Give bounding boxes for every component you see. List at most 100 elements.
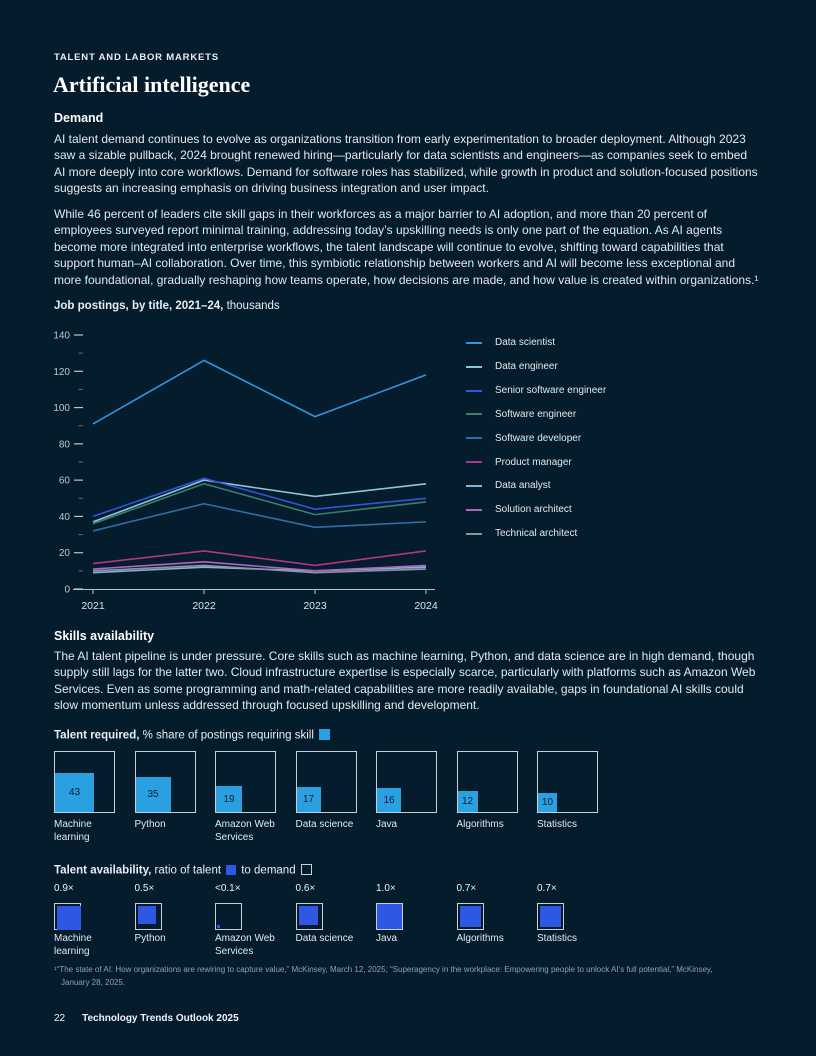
skill-label: Data science (295, 933, 354, 944)
report-title: Technology Trends Outlook 2025 (82, 1013, 239, 1024)
legend-label: Software engineer (495, 408, 577, 420)
page-footer: 22 Technology Trends Outlook 2025 (54, 1013, 239, 1024)
skills-heading: Skills availability (54, 629, 155, 643)
talent-required-header-bold: Talent required, (54, 729, 140, 742)
series-line-solution-architect (92, 560, 427, 572)
skill-label: Machine learning (54, 819, 92, 843)
x-axis-label: 2024 (414, 600, 438, 612)
required-box: 16 (376, 751, 437, 813)
legend-label: Data analyst (495, 480, 551, 492)
skill-label: Amazon Web Services (215, 933, 275, 957)
required-box: 10 (537, 751, 598, 813)
y-axis-label: 60 (59, 476, 71, 487)
required-value: 16 (383, 794, 395, 806)
required-skill-chart: 10 Statistics (537, 751, 617, 832)
demand-box (537, 903, 564, 930)
legend-swatch-icon (466, 461, 482, 464)
legend-swatch-icon (466, 532, 482, 535)
series-line-software-developer (92, 502, 427, 532)
required-bar: 35 (135, 777, 171, 812)
demand-box (215, 903, 242, 930)
required-value: 43 (68, 787, 81, 798)
page-title: Artificial intelligence (53, 72, 251, 97)
talent-availability-header-mid: ratio of talent (151, 864, 222, 877)
required-bar: 10 (538, 793, 557, 812)
availability-skill-chart: 0.6× Data science (295, 883, 376, 946)
legend-swatch-icon (466, 484, 482, 487)
legend-item: Software engineer (466, 403, 606, 427)
job-postings-line-chart: 0 20 40 60 80 100 120 140 2021 2022 2023 2024 (53, 331, 438, 613)
availability-ratio-label: 0.6× (295, 883, 316, 894)
skill-label: Java (376, 819, 398, 830)
legend-label: Product manager (495, 456, 572, 468)
legend-swatch-icon (466, 341, 482, 344)
series-line-product-manager (92, 550, 427, 567)
availability-skill-chart: <0.1× Amazon Web Services (215, 883, 295, 958)
demand-paragraph-1: AI talent demand continues to evolve as … (54, 132, 758, 196)
talent-square (459, 906, 481, 927)
talent-required-header: Talent required, % share of postings req… (54, 729, 332, 742)
legend-swatch-icon (466, 437, 482, 440)
required-skill-chart: 19 Amazon Web Services (215, 751, 295, 844)
availability-skill-chart: 0.7× Algorithms (456, 883, 537, 946)
legend-item: Product manager (466, 450, 606, 474)
legend-item: Data scientist (466, 331, 606, 355)
legend-item: Software developer (466, 426, 606, 450)
skill-label: Python (134, 933, 166, 944)
skill-label: Algorithms (456, 819, 504, 830)
demand-box (456, 903, 484, 930)
demand-box (134, 903, 162, 930)
availability-skill-chart: 1.0× Java (376, 883, 456, 946)
legend-label: Senior software engineer (495, 385, 607, 397)
y-axis-label: 80 (59, 439, 71, 450)
required-box: 12 (456, 751, 518, 813)
line-chart-title-units: thousands (223, 300, 280, 312)
talent-square-legend-icon (226, 865, 237, 875)
required-bar: 12 (457, 791, 478, 812)
availability-skill-chart: 0.5× Python (134, 883, 215, 946)
legend-label: Technical architect (495, 528, 578, 540)
talent-availability-header-bold: Talent availability, (54, 864, 152, 877)
section-eyebrow: TALENT AND LABOR MARKETS (54, 52, 219, 63)
x-axis-label: 2021 (81, 600, 105, 612)
required-value: 12 (461, 796, 474, 807)
y-axis-label: 120 (53, 367, 70, 378)
line-chart-title-bold: Job postings, by title, 2021–24, (54, 300, 224, 312)
skill-label: Machine learning (54, 933, 92, 957)
page-number: 22 (54, 1013, 66, 1024)
talent-availability-chart-row: 0.9× Machine learning 0.5× Python <0.1× Amazo… (54, 883, 762, 963)
required-bar: 43 (55, 773, 94, 812)
series-line-data-scientist (92, 359, 427, 425)
availability-skill-chart: 0.9× Machine learning (54, 883, 134, 958)
legend-swatch-icon (466, 413, 482, 416)
y-axis-label: 100 (53, 403, 70, 414)
required-skill-chart: 16 Java (376, 751, 456, 832)
series-line-senior-software-engineer (92, 477, 427, 518)
required-box: 43 (54, 751, 115, 813)
demand-box (295, 903, 323, 930)
line-chart-title: Job postings, by title, 2021–24, thousan… (54, 300, 280, 312)
availability-ratio-label: 0.9× (54, 883, 74, 894)
required-value: 17 (302, 794, 315, 805)
x-axis-label: 2023 (303, 600, 327, 612)
series-line-technical-architect (92, 564, 427, 574)
legend-swatch-icon (466, 389, 482, 392)
y-axis-label: 0 (64, 585, 70, 596)
talent-square (57, 906, 81, 930)
talent-required-chart-row: 43 Machine learning 35 Python 19 Amazon Web S… (54, 751, 762, 851)
talent-square (217, 925, 220, 928)
availability-ratio-label: 0.7× (456, 883, 477, 894)
legend-item: Senior software engineer (466, 379, 606, 403)
required-bar: 19 (216, 786, 242, 812)
required-bar: 16 (377, 788, 401, 812)
skill-label: Java (376, 933, 398, 944)
required-box: 35 (134, 751, 196, 813)
y-axis-label: 20 (59, 548, 71, 559)
availability-ratio-label: 1.0× (376, 883, 396, 894)
series-line-data-engineer (92, 479, 427, 523)
required-value: 10 (541, 797, 554, 808)
legend-label: Data scientist (495, 337, 556, 349)
demand-square-legend-icon (300, 864, 312, 875)
x-axis-label: 2022 (192, 600, 216, 612)
